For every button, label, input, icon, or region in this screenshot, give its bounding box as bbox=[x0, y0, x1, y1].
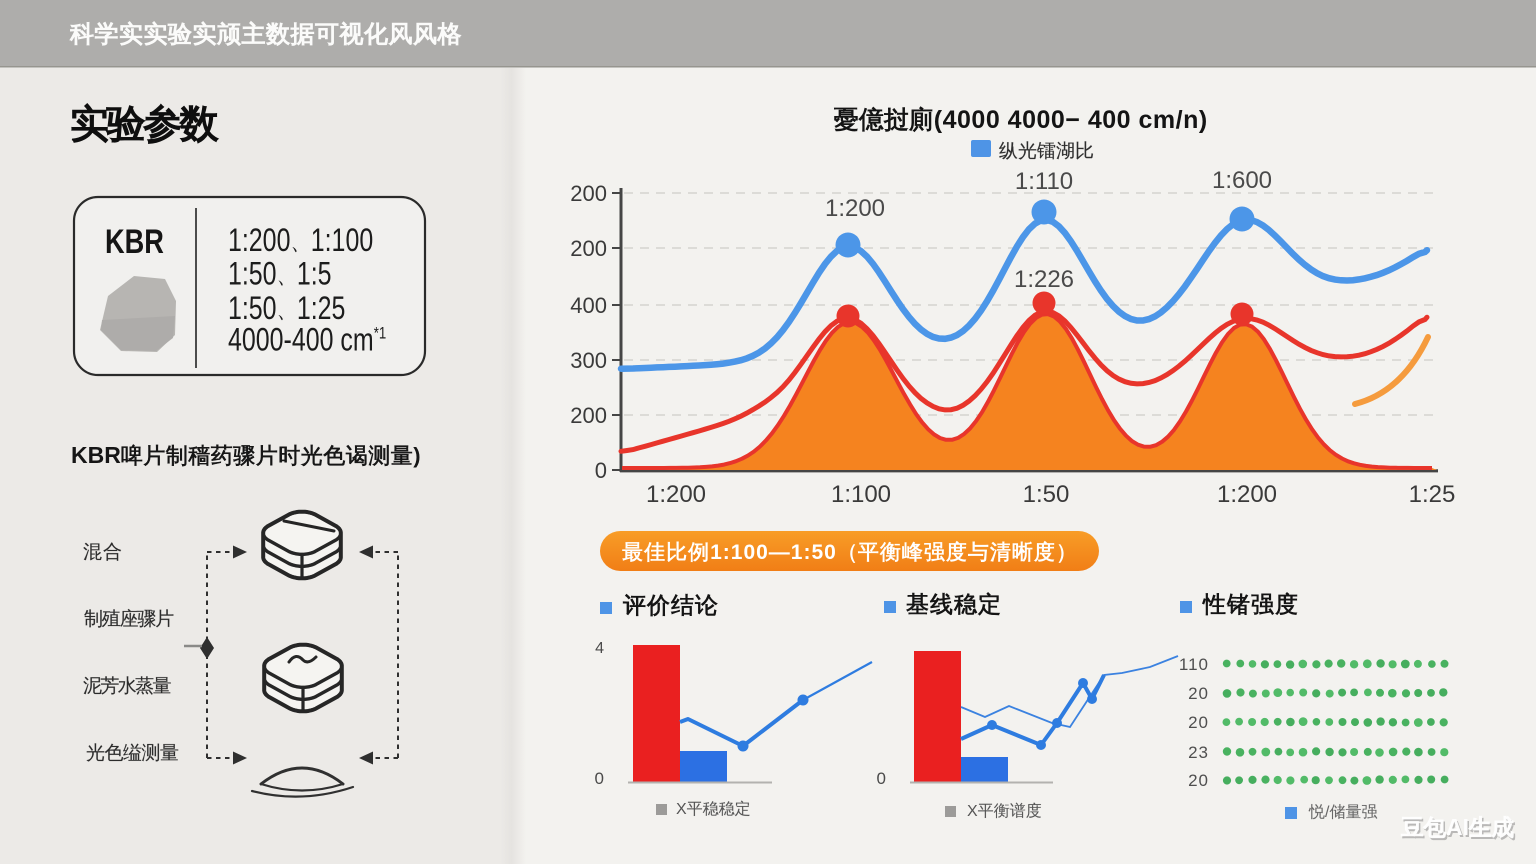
svg-text:1:50: 1:50 bbox=[228, 257, 277, 293]
svg-text:20: 20 bbox=[1188, 684, 1209, 703]
svg-text:1:600: 1:600 bbox=[1212, 167, 1272, 194]
svg-text:4000-400 cm: 4000-400 cm bbox=[228, 323, 374, 359]
svg-text:1:200: 1:200 bbox=[646, 481, 706, 508]
svg-text:200: 200 bbox=[570, 181, 607, 206]
svg-text:1:50: 1:50 bbox=[1023, 481, 1070, 508]
svg-text:1:5: 1:5 bbox=[297, 257, 332, 293]
svg-text:AI: AI bbox=[1446, 814, 1469, 840]
svg-text:1:226: 1:226 bbox=[1014, 266, 1074, 293]
svg-text:/: / bbox=[1325, 804, 1330, 821]
svg-text:400: 400 bbox=[570, 293, 607, 318]
svg-text:X: X bbox=[967, 803, 978, 820]
svg-text:300: 300 bbox=[570, 348, 607, 373]
svg-text:): ) bbox=[413, 443, 420, 468]
svg-text:200: 200 bbox=[570, 403, 607, 428]
svg-text:1:200: 1:200 bbox=[1217, 481, 1277, 508]
svg-text:*1: *1 bbox=[374, 324, 387, 343]
svg-text:0: 0 bbox=[877, 769, 886, 788]
svg-text:(4000 4000− 400 cm/n): (4000 4000− 400 cm/n) bbox=[934, 106, 1208, 134]
svg-text:1:25: 1:25 bbox=[297, 291, 346, 327]
svg-text:X: X bbox=[676, 801, 687, 818]
svg-text:1:50: 1:50 bbox=[228, 291, 277, 327]
svg-text:20: 20 bbox=[1188, 771, 1209, 790]
svg-text:23: 23 bbox=[1188, 743, 1209, 762]
svg-text:KBR: KBR bbox=[71, 442, 121, 468]
svg-text:200: 200 bbox=[570, 236, 607, 261]
svg-text:1:200: 1:200 bbox=[825, 195, 885, 222]
svg-text:AI: AI bbox=[1448, 816, 1471, 842]
svg-text:1:200: 1:200 bbox=[228, 223, 290, 259]
svg-text:1:100: 1:100 bbox=[311, 223, 373, 259]
svg-text:0: 0 bbox=[595, 458, 607, 483]
svg-text:KBR: KBR bbox=[105, 222, 164, 261]
svg-text:4: 4 bbox=[595, 640, 604, 657]
svg-text:1:100: 1:100 bbox=[831, 481, 891, 508]
svg-text:20: 20 bbox=[1188, 713, 1209, 732]
svg-text:1:100—1:50: 1:100—1:50 bbox=[710, 541, 837, 564]
svg-text:1:25: 1:25 bbox=[1409, 481, 1456, 508]
svg-text:110: 110 bbox=[1179, 655, 1209, 674]
svg-text:0: 0 bbox=[595, 769, 604, 788]
svg-text:1:110: 1:110 bbox=[1015, 168, 1073, 195]
